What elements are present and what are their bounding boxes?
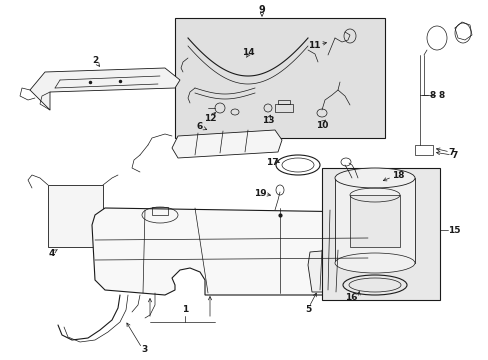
Text: 19: 19 [253,189,266,198]
Bar [414,145,432,155]
Text: 17: 17 [265,158,278,166]
Polygon shape [30,68,180,110]
Text: 4: 4 [49,249,55,258]
Text: 18: 18 [391,171,404,180]
Text: 3: 3 [142,346,148,355]
Bar [175,18,384,138]
Text: 9: 9 [258,5,265,15]
Text: 8: 8 [438,90,444,99]
Text: 10: 10 [315,121,327,130]
Text: 12: 12 [203,113,216,122]
Text: 1: 1 [182,306,188,315]
Text: 13: 13 [261,116,274,125]
Bar [152,207,168,215]
Text: 7: 7 [448,148,454,157]
Bar [278,100,289,104]
Bar [349,195,399,247]
Ellipse shape [334,253,414,273]
Polygon shape [307,248,364,292]
Text: 16: 16 [345,293,357,302]
Text: 8: 8 [429,90,435,99]
Text: 15: 15 [447,225,460,234]
Text: 11: 11 [307,41,320,50]
Bar [48,185,103,247]
Text: 2: 2 [92,55,98,64]
Polygon shape [172,130,282,158]
Bar [274,104,292,112]
Bar [321,168,439,300]
Text: 6: 6 [197,122,203,131]
Polygon shape [92,208,367,295]
Text: 7: 7 [451,150,457,159]
Text: 5: 5 [304,306,310,315]
Text: 14: 14 [241,48,254,57]
Ellipse shape [334,168,414,188]
Bar [334,178,414,263]
